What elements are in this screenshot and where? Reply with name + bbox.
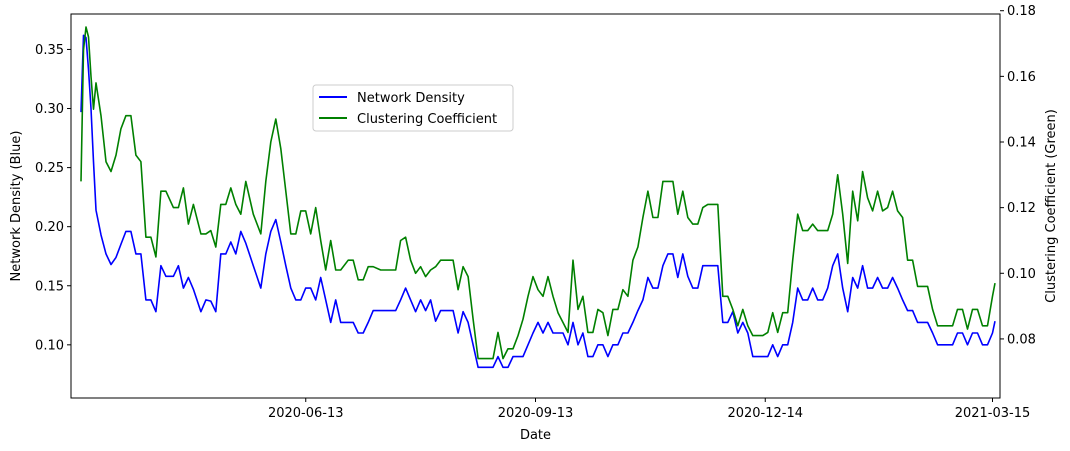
y-tick-label-right: 0.08 — [1007, 332, 1036, 347]
series-line-network-density — [80, 34, 996, 369]
y-tick-label-right: 0.12 — [1007, 201, 1036, 216]
series-line-clustering-coefficient — [80, 26, 996, 360]
y-tick-label-left: 0.35 — [35, 43, 64, 58]
y-axis-label-left: Network Density (Blue) — [9, 131, 24, 282]
y-tick-label-left: 0.20 — [35, 220, 64, 235]
y-tick-label-right: 0.16 — [1007, 70, 1036, 85]
x-axis-label: Date — [520, 428, 551, 443]
y-tick-label-right: 0.14 — [1007, 136, 1036, 151]
ticks-layer: 2020-06-13 2020-09-13 2020-12-14 2021-03-15… — [35, 4, 1036, 421]
legend-label-network-density: Network Density — [357, 91, 465, 106]
legend-label-clustering-coefficient: Clustering Coefficient — [357, 112, 497, 127]
y-tick-label-left: 0.15 — [35, 279, 64, 294]
legend-frame — [312, 84, 514, 132]
y-tick-label-right: 0.18 — [1007, 4, 1036, 19]
series-layer — [80, 26, 996, 369]
y-tick-label-right: 0.10 — [1007, 267, 1036, 282]
x-tick-label: 2020-09-13 — [498, 406, 574, 421]
legend: Network Density Clustering Coefficient — [312, 84, 514, 132]
y-axis-label-right: Clustering Coefficient (Green) — [1044, 109, 1059, 303]
x-tick-label: 2021-03-15 — [955, 406, 1031, 421]
x-tick-label: 2020-12-14 — [727, 406, 803, 421]
y-tick-label-left: 0.25 — [35, 161, 64, 176]
y-tick-label-left: 0.30 — [35, 102, 64, 117]
x-tick-label: 2020-06-13 — [268, 406, 344, 421]
y-tick-label-left: 0.10 — [35, 338, 64, 353]
